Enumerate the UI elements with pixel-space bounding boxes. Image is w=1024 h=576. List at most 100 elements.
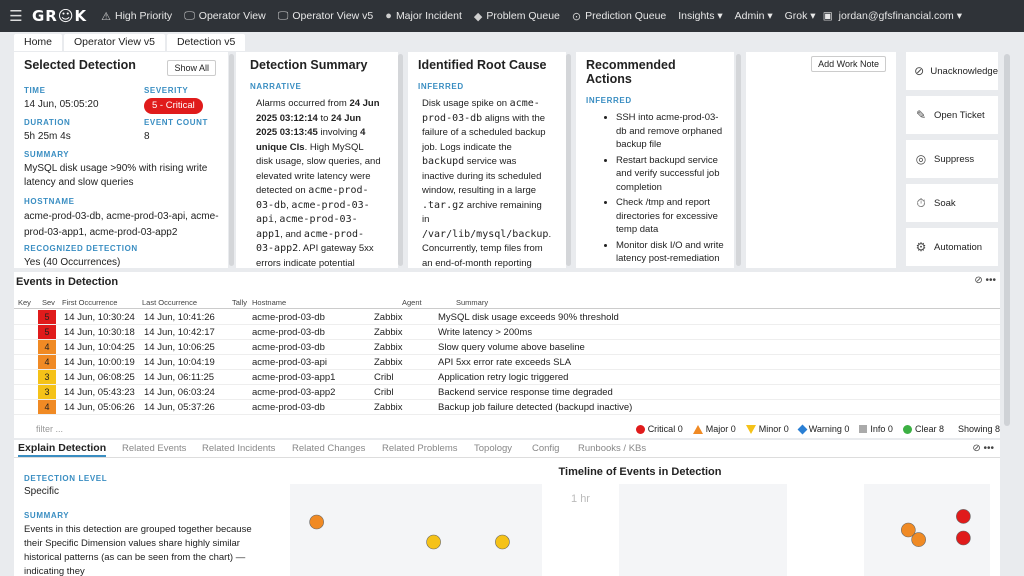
chart-point[interactable] bbox=[495, 534, 510, 550]
legend-item[interactable]: Info 0 bbox=[859, 424, 893, 434]
cell-summary: Slow query volume above baseline bbox=[438, 342, 585, 353]
table-row[interactable]: 4 14 Jun, 10:04:25 14 Jun, 10:06:25 acme-pr… bbox=[14, 340, 1000, 355]
nav-item-4[interactable]: ◆ Problem Queue bbox=[474, 10, 560, 23]
cube-icon: ▣ bbox=[822, 10, 833, 22]
chart-point[interactable] bbox=[956, 509, 971, 524]
tab-home[interactable]: Home bbox=[14, 34, 63, 51]
col-last[interactable]: Last Occurrence bbox=[142, 298, 198, 307]
side-action-automation[interactable]: ⚙ Automation bbox=[906, 228, 998, 266]
user-email[interactable]: jordan@gfsfinancial.com ▾ bbox=[838, 10, 962, 22]
add-work-note-button[interactable]: Add Work Note bbox=[811, 56, 886, 72]
root-scrollbar[interactable] bbox=[566, 54, 571, 266]
col-agent[interactable]: Agent bbox=[402, 298, 422, 307]
detection-summary-title: Detection Summary bbox=[250, 58, 368, 72]
nav-item-8[interactable]: Grok ▾ bbox=[785, 10, 816, 23]
nav-item-3[interactable]: ● Major Incident bbox=[385, 10, 462, 23]
nav-item-0[interactable]: ⚠ High Priority bbox=[101, 10, 172, 23]
table-row[interactable]: 4 14 Jun, 05:06:26 14 Jun, 05:37:26 acme-pr… bbox=[14, 400, 1000, 415]
bottom-tab-explain-detection[interactable]: Explain Detection bbox=[18, 442, 107, 457]
side-action-suppress[interactable]: ◎ Suppress bbox=[906, 140, 998, 178]
cell-first: 14 Jun, 05:06:26 bbox=[64, 402, 135, 413]
severity-cell: 3 bbox=[38, 385, 56, 399]
cell-last: 14 Jun, 06:03:24 bbox=[144, 387, 215, 398]
nav-icon: ⚠ bbox=[101, 10, 111, 23]
nav-item-7[interactable]: Admin ▾ bbox=[735, 10, 773, 23]
col-key[interactable]: Key bbox=[18, 298, 31, 307]
bottom-tab-related-events[interactable]: Related Events bbox=[122, 443, 187, 454]
col-summary[interactable]: Summary bbox=[456, 298, 489, 307]
summary-scrollbar[interactable] bbox=[398, 54, 403, 266]
filter-input[interactable]: filter ... bbox=[36, 424, 64, 434]
bottom-tab-related-changes[interactable]: Related Changes bbox=[292, 443, 366, 454]
nav-label: Insights ▾ bbox=[678, 10, 723, 22]
table-row[interactable]: 3 14 Jun, 06:08:25 14 Jun, 06:11:25 acme-pr… bbox=[14, 370, 1000, 385]
root-cause-title: Identified Root Cause bbox=[418, 58, 547, 72]
band-label: 1 hr bbox=[571, 493, 590, 505]
bottom-tools[interactable]: ⊘ ••• bbox=[972, 443, 994, 454]
col-sev[interactable]: Sev bbox=[42, 298, 55, 307]
legend-item[interactable]: Major 0 bbox=[692, 424, 736, 434]
user-menu[interactable]: ▣ jordan@gfsfinancial.com ▾ bbox=[823, 0, 962, 32]
cell-agent: Zabbix bbox=[374, 342, 403, 353]
narrative-text: Alarms occurred from 24 Jun 2025 03:12:1… bbox=[256, 98, 381, 268]
side-action-soak[interactable]: ⏱ Soak bbox=[906, 184, 998, 222]
legend-item[interactable]: Minor 0 bbox=[745, 424, 789, 434]
bottom-tab-config[interactable]: Config bbox=[532, 443, 560, 454]
side-action-open-ticket[interactable]: ✎ Open Ticket bbox=[906, 96, 998, 134]
severity-legend: Critical 0 Major 0 Minor 0 Warning 0 Info 0 C… bbox=[635, 424, 1000, 434]
chart-point[interactable] bbox=[901, 522, 916, 538]
col-first[interactable]: First Occurrence bbox=[62, 298, 118, 307]
side-action-label: Automation bbox=[934, 241, 983, 253]
table-row[interactable]: 4 14 Jun, 10:00:19 14 Jun, 10:04:19 acme-pr… bbox=[14, 355, 1000, 370]
legend-item[interactable]: Warning 0 bbox=[797, 424, 849, 434]
cell-first: 14 Jun, 10:04:25 bbox=[64, 342, 135, 353]
chart-point[interactable] bbox=[911, 532, 926, 547]
showing-count: Showing 8 bbox=[957, 424, 1000, 434]
col-host[interactable]: Hostname bbox=[252, 298, 287, 307]
events-tools[interactable]: ⊘ ••• bbox=[974, 275, 996, 286]
table-row[interactable]: 3 14 Jun, 05:43:23 14 Jun, 06:03:24 acme-pr… bbox=[14, 385, 1000, 400]
action-item: SSH into acme-prod-03-db and remove orph… bbox=[616, 111, 728, 152]
main-scrollbar[interactable] bbox=[1004, 54, 1010, 426]
bottom-tab-related-incidents[interactable]: Related Incidents bbox=[202, 443, 276, 454]
table-row[interactable]: 5 14 Jun, 10:30:24 14 Jun, 10:41:26 acme-pr… bbox=[14, 310, 1000, 325]
cell-last: 14 Jun, 05:37:26 bbox=[144, 402, 215, 413]
events-header: Key Sev First Occurrence Last Occurrence… bbox=[14, 297, 1000, 309]
side-action-label: Soak bbox=[934, 197, 956, 209]
bottom-tab-topology[interactable]: Topology bbox=[474, 443, 513, 454]
severity-badge: 5 - Critical bbox=[144, 98, 203, 114]
recognized-label: RECOGNIZED DETECTION bbox=[24, 244, 138, 253]
root-cause-panel: Identified Root Cause INFERRED Disk usag… bbox=[408, 52, 566, 268]
nav-item-5[interactable]: ⊙ Prediction Queue bbox=[572, 10, 666, 23]
cell-host: acme-prod-03-app2 bbox=[252, 387, 336, 398]
tab-detection-v5[interactable]: Detection v5 bbox=[166, 34, 246, 51]
summary-label: SUMMARY bbox=[24, 150, 70, 159]
tab-operator-view-v5[interactable]: Operator View v5 bbox=[64, 34, 165, 51]
chart-point[interactable] bbox=[309, 514, 324, 530]
menu-icon[interactable]: ☰ bbox=[9, 8, 23, 25]
cell-agent: Cribl bbox=[374, 387, 394, 398]
bottom-tab-related-problems[interactable]: Related Problems bbox=[382, 443, 458, 454]
legend-item[interactable]: Clear 8 bbox=[902, 424, 944, 434]
nav-item-2[interactable]: 🖵 Operator View v5 bbox=[278, 10, 374, 23]
col-tally[interactable]: Tally bbox=[232, 298, 248, 307]
side-action-icon: ✎ bbox=[915, 108, 927, 122]
side-action-unacknowledge[interactable]: ⊘ Unacknowledge bbox=[906, 52, 998, 90]
bottom-tab-runbooks-kbs[interactable]: Runbooks / KBs bbox=[578, 443, 647, 454]
legend-item[interactable]: Critical 0 bbox=[635, 424, 683, 434]
chart-point[interactable] bbox=[956, 530, 971, 546]
table-row[interactable]: 5 14 Jun, 10:30:18 14 Jun, 10:42:17 acme-pr… bbox=[14, 325, 1000, 340]
selected-scrollbar[interactable] bbox=[229, 54, 234, 266]
side-action-icon: ⏱ bbox=[916, 195, 926, 210]
actions-scrollbar[interactable] bbox=[736, 54, 741, 266]
bottom-tabs: ⊘ ••• Explain Detection Related Events Rel… bbox=[14, 440, 1000, 458]
chart-point[interactable] bbox=[426, 534, 441, 550]
nav-item-1[interactable]: 🖵 Operator View bbox=[184, 10, 266, 23]
cell-agent: Zabbix bbox=[374, 357, 403, 368]
cell-last: 14 Jun, 10:06:25 bbox=[144, 342, 215, 353]
detection-level-label: DETECTION LEVEL bbox=[24, 474, 108, 483]
show-all-button[interactable]: Show All bbox=[167, 60, 216, 76]
nav-item-6[interactable]: Insights ▾ bbox=[678, 10, 722, 23]
page-tabs: Home Operator View v5 Detection v5 bbox=[14, 34, 247, 51]
logo[interactable]: GR☺K bbox=[32, 7, 88, 25]
